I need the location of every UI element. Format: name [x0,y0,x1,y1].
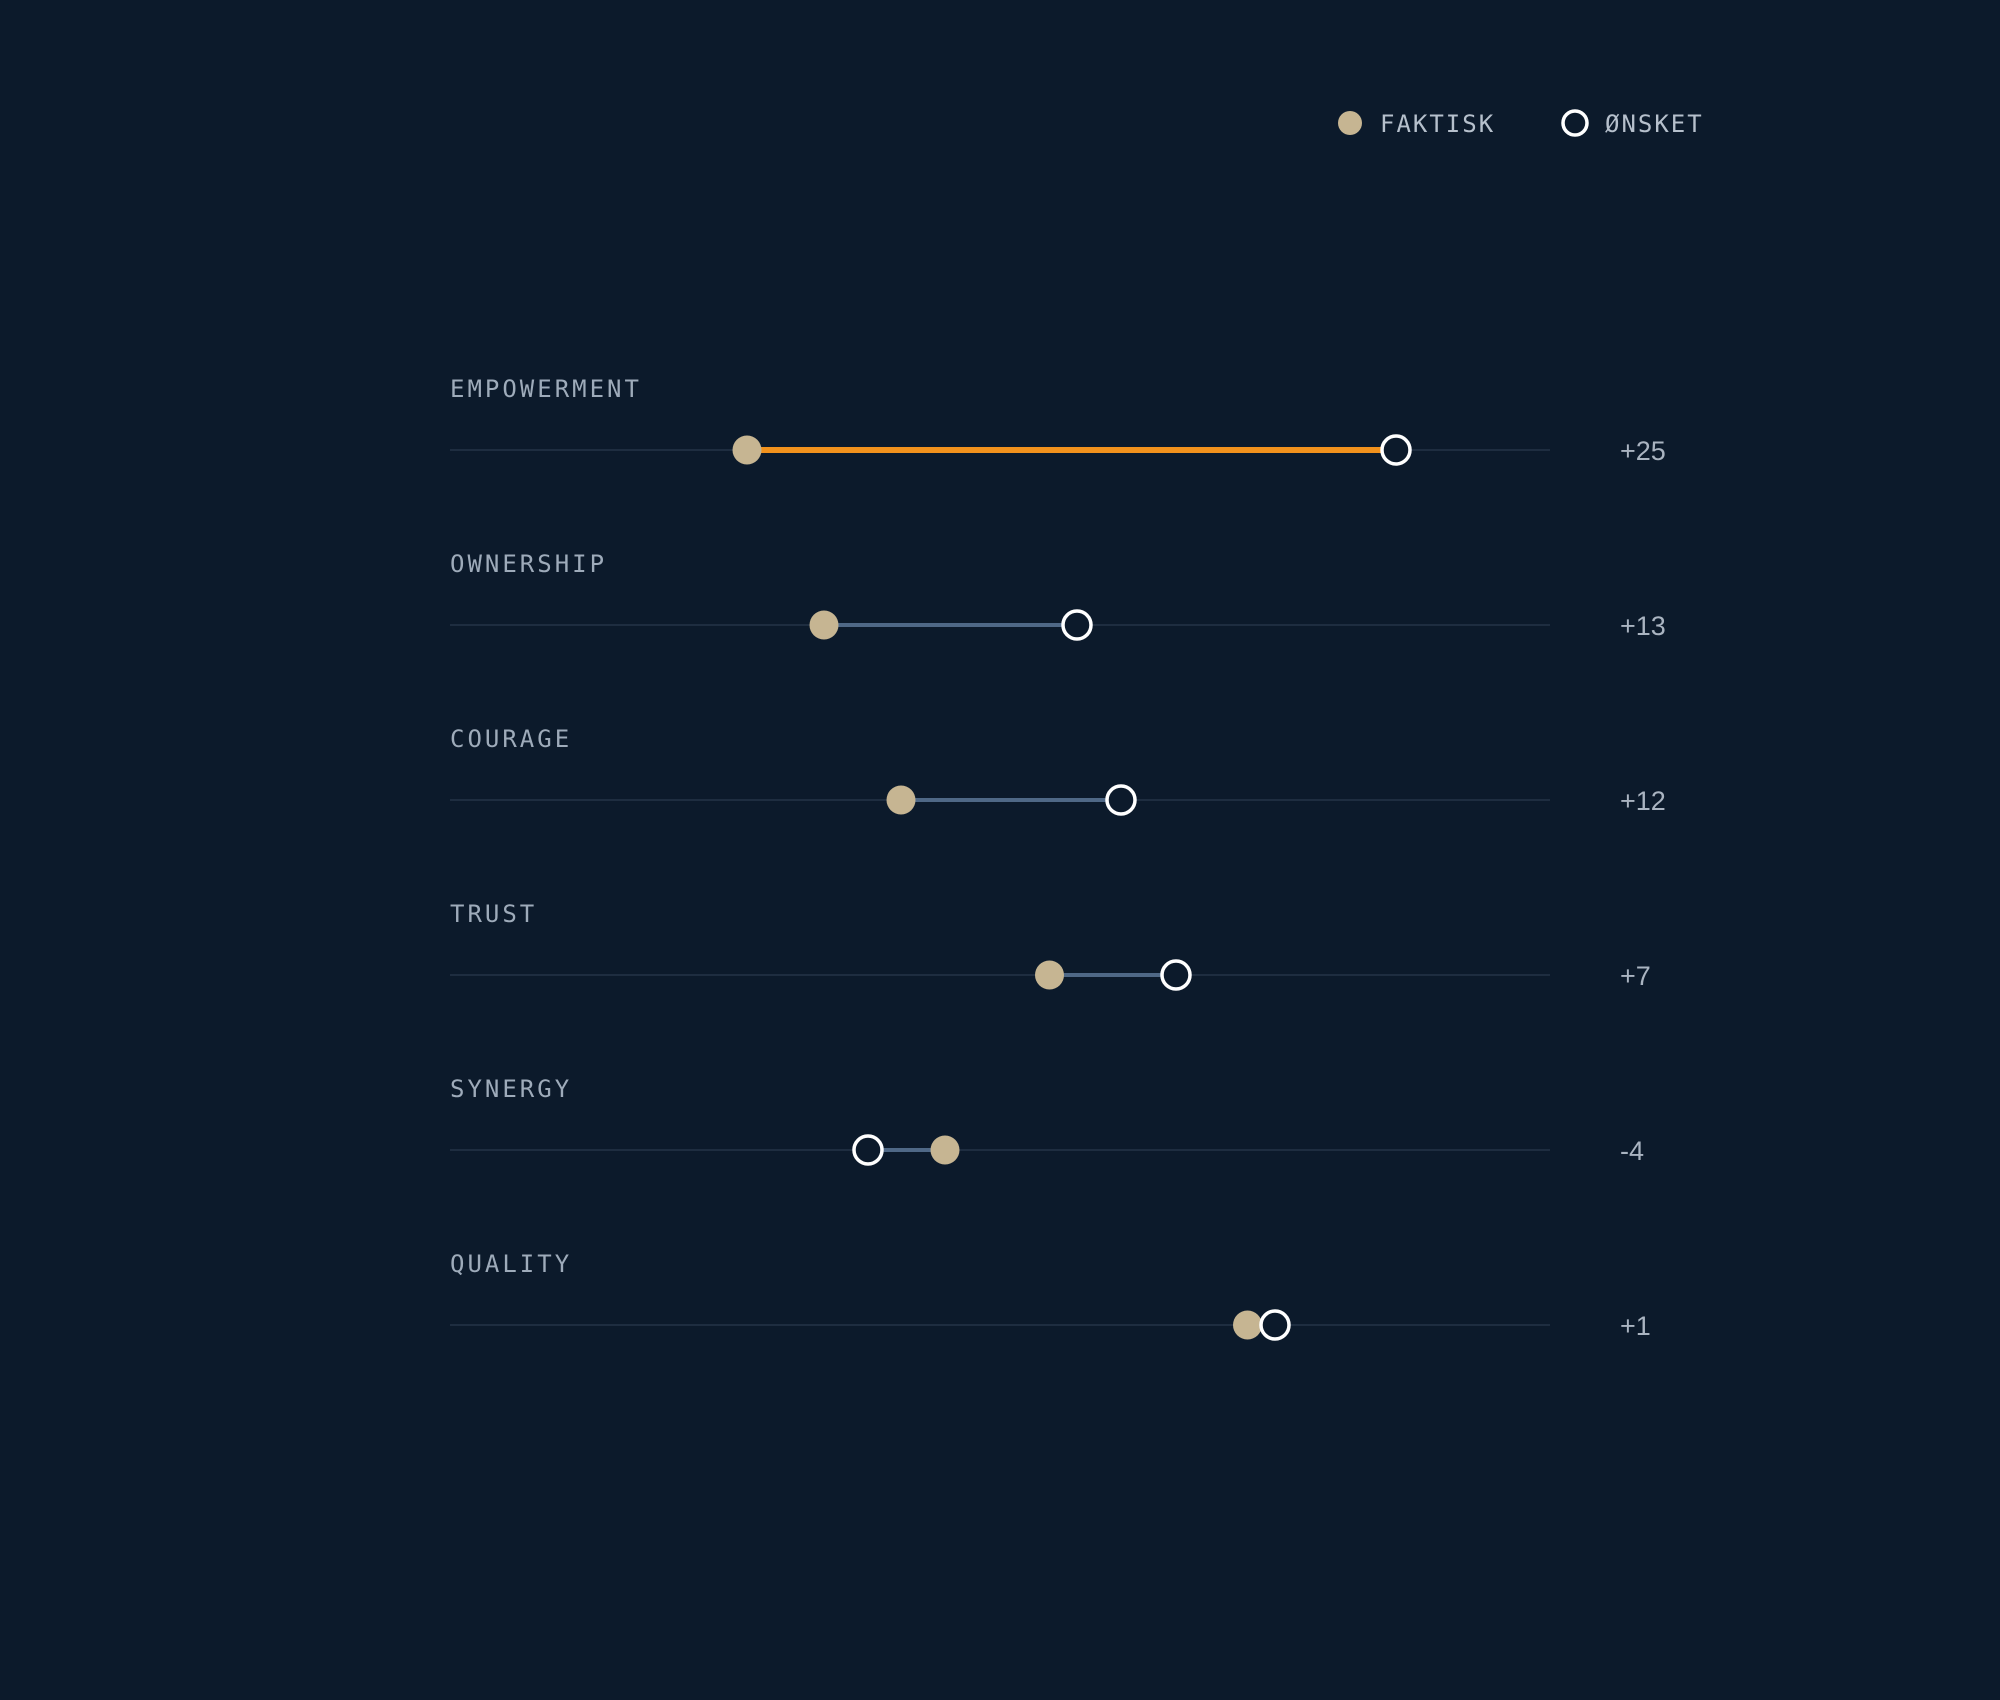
actual-point [732,435,762,465]
legend-desired-label: ØNSKET [1605,110,1704,138]
chart-row-trust: TRUST +7 [450,900,1651,991]
legend-actual-marker [1338,111,1362,135]
category-label: EMPOWERMENT [450,375,642,403]
category-label: TRUST [450,900,537,928]
category-label: OWNERSHIP [450,550,607,578]
desired-point [1160,959,1192,991]
delta-label: +12 [1620,786,1666,816]
actual-point [1233,1310,1262,1340]
chart-row-quality: QUALITY +1 [450,1250,1651,1341]
chart-row-courage: COURAGE +12 [450,725,1666,816]
delta-label: +1 [1620,1311,1651,1341]
category-label: COURAGE [450,725,572,753]
desired-point [852,1134,884,1166]
legend-actual-label: FAKTISK [1380,110,1495,138]
desired-point [1259,1309,1291,1341]
chart-row-ownership: OWNERSHIP +13 [450,550,1666,641]
actual-point [1035,960,1064,990]
delta-label: +7 [1620,961,1651,991]
chart-row-empowerment: EMPOWERMENT +25 [450,375,1666,466]
actual-point [930,1135,960,1165]
delta-label: -4 [1620,1136,1644,1166]
category-label: SYNERGY [450,1075,572,1103]
category-label: QUALITY [450,1250,572,1278]
delta-label: +13 [1620,611,1666,641]
desired-point [1061,609,1093,641]
legend: FAKTISK ØNSKET [1338,109,1704,138]
legend-desired-marker [1561,109,1589,137]
actual-point [809,610,839,640]
chart-rows: EMPOWERMENT +25 OWNERSHIP +13 COURAGE +12 TRUS… [450,375,1666,1341]
actual-point [886,785,916,815]
desired-point [1380,434,1412,466]
desired-point [1105,784,1137,816]
delta-label: +25 [1620,436,1666,466]
chart-row-synergy: SYNERGY -4 [450,1075,1644,1166]
